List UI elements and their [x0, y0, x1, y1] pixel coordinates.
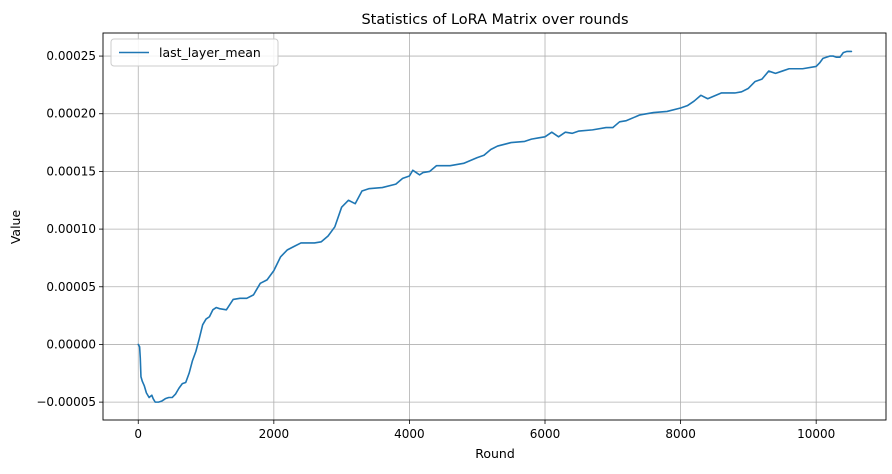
- legend-box: [110, 38, 279, 67]
- x-axis-label: Round: [475, 446, 515, 461]
- x-tick-label: 4000: [394, 427, 425, 441]
- x-tick-label: 0: [134, 427, 142, 441]
- x-tick-label: 2000: [259, 427, 290, 441]
- y-tick-label: 0.00005: [46, 280, 96, 294]
- x-tick-label: 6000: [530, 427, 561, 441]
- axis-ticks: 0 2000 4000 6000 8000 10000 −0.00005 0.00000 0.0…: [36, 49, 835, 441]
- y-tick-label: 0.00000: [46, 337, 96, 351]
- x-tick-label: 10000: [797, 427, 835, 441]
- x-tick-label: 8000: [665, 427, 696, 441]
- series-line-last_layer_mean: [137, 50, 853, 403]
- chart-title: Statistics of LoRA Matrix over rounds: [361, 12, 628, 28]
- y-tick-label: 0.00025: [46, 49, 96, 63]
- legend: last_layer_mean: [110, 38, 279, 67]
- plot-frame: [102, 32, 887, 421]
- series-lines: [137, 50, 853, 403]
- y-axis-label: Value: [8, 210, 23, 245]
- grid-lines: [103, 33, 886, 420]
- legend-label: last_layer_mean: [159, 45, 261, 60]
- y-tick-label: 0.00015: [46, 164, 96, 178]
- y-tick-label: 0.00010: [46, 222, 96, 236]
- y-tick-label: 0.00020: [46, 107, 96, 121]
- y-tick-label: −0.00005: [36, 395, 96, 409]
